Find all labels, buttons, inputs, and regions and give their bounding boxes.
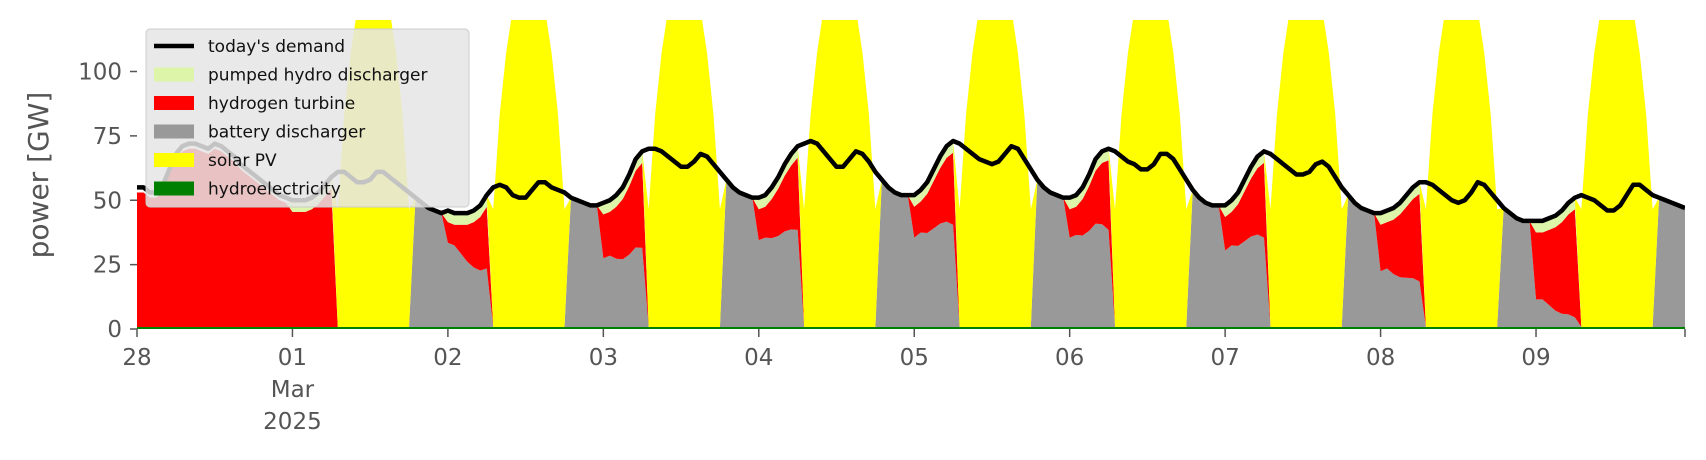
area-hydrogen-turbine: [137, 148, 1685, 327]
x-tick-label: 06: [1055, 345, 1084, 371]
legend-swatch: [154, 124, 194, 139]
legend-label: hydrogen turbine: [208, 94, 355, 114]
x-tick-label: 2025: [263, 409, 322, 435]
y-tick-label: 100: [78, 60, 122, 86]
legend-swatch: [154, 67, 194, 82]
legend: today's demand pumped hydro discharger hyd…: [145, 28, 470, 208]
x-tick-label: 01: [278, 345, 307, 371]
legend-label: hydroelectricity: [208, 180, 341, 200]
y-tick-label: 0: [107, 317, 122, 343]
legend-label: solar PV: [208, 151, 277, 171]
y-axis-label: power [GW]: [22, 92, 55, 259]
x-tick-label: 03: [589, 345, 618, 371]
x-tick-label: 04: [744, 345, 773, 371]
x-tick-label: 08: [1366, 345, 1395, 371]
y-tick-label: 75: [93, 124, 122, 150]
legend-swatch: [154, 181, 194, 196]
legend-label: pumped hydro discharger: [208, 66, 427, 86]
x-tick-label: 09: [1521, 345, 1550, 371]
stacked-areas: [137, 20, 1685, 329]
x-tick-label: 05: [900, 345, 929, 371]
area-battery-discharger: [137, 179, 1685, 327]
area-hydroelectricity: [137, 326, 1685, 329]
legend-box: [145, 28, 470, 208]
x-tick-label: 07: [1210, 345, 1239, 371]
legend-label: today's demand: [208, 37, 345, 57]
axes: 0 25 50 75 100 28 01 Mar 2025 02 03 04 05 06 07 08 09: [78, 60, 1686, 435]
x-tick-label: Mar: [271, 377, 315, 403]
y-tick-label: 50: [93, 188, 122, 214]
y-tick-label: 25: [93, 253, 122, 279]
legend-label: battery discharger: [208, 123, 365, 143]
x-tick-label: 02: [433, 345, 462, 371]
legend-swatch: [154, 153, 194, 167]
area-solar-pv: [137, 20, 1685, 327]
legend-swatch: [154, 96, 194, 110]
x-tick-label: 28: [122, 345, 151, 371]
